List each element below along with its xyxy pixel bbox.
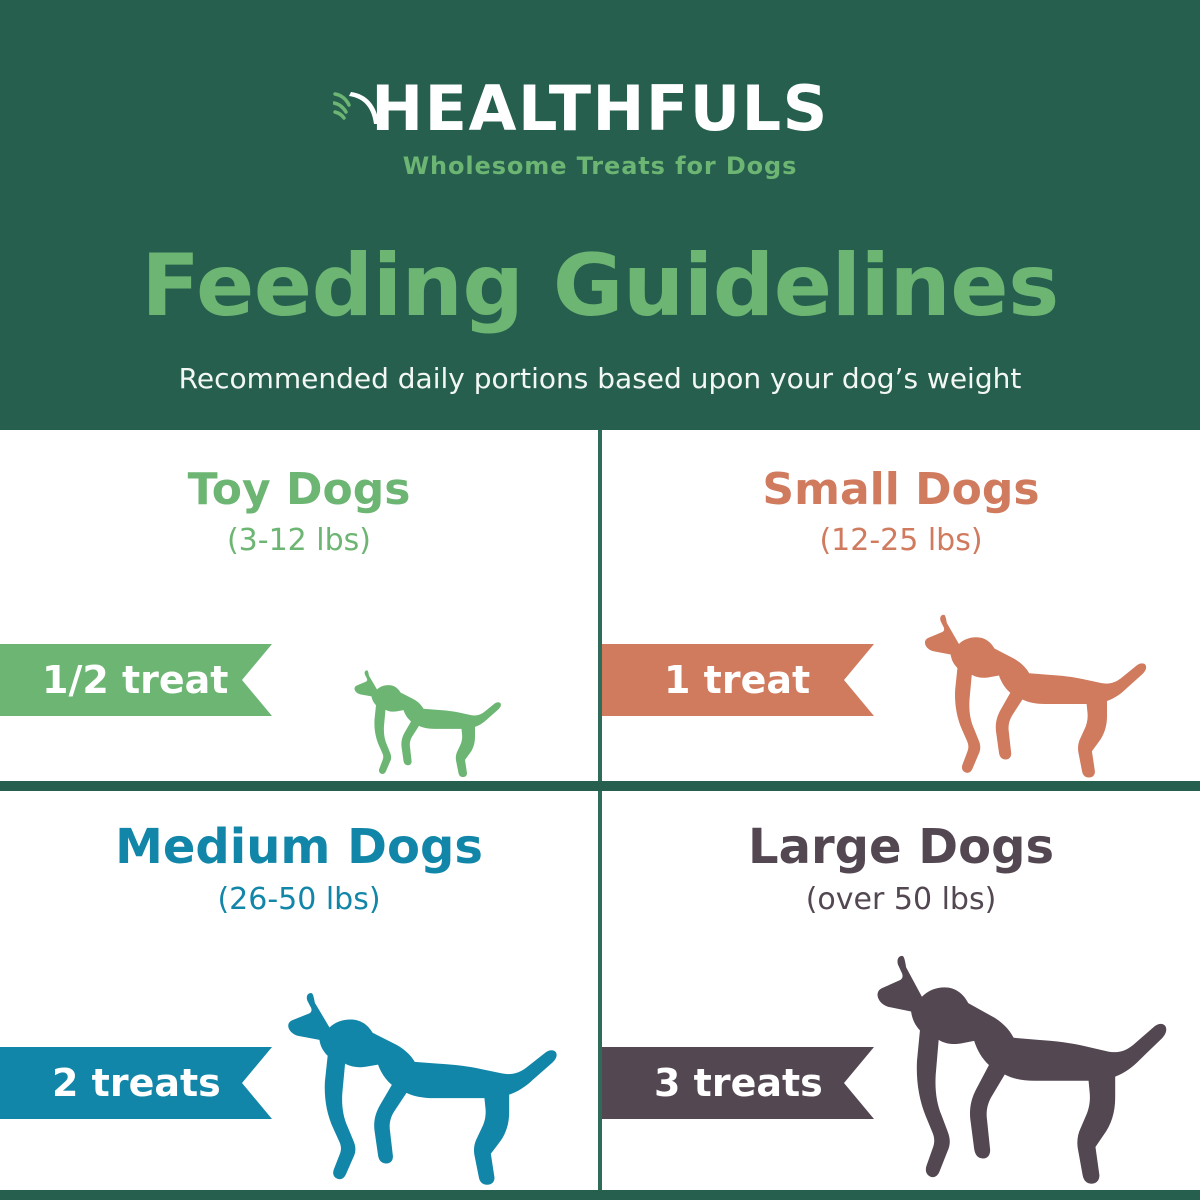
footer-bar [0,1190,1200,1200]
header-banner: HEALTHFULS Wholesome Treats for Dogs Fee… [0,0,1200,430]
logo-row: HEALTHFULS [332,72,829,145]
portion-ribbon-small: 1 treat [602,644,874,716]
divider-horizontal [0,781,1200,791]
category-title-medium: Medium Dogs [115,819,483,875]
category-weight-range-medium: (26-50 lbs) [217,882,381,917]
portion-ribbon-medium: 2 treats [0,1047,272,1119]
page-subtitle: Recommended daily portions based upon yo… [178,362,1022,395]
portion-label-small: 1 treat [664,658,811,702]
category-title-large: Large Dogs [747,819,1055,875]
category-title-small: Small Dogs [762,464,1040,515]
portion-ribbon-large: 3 treats [602,1047,874,1119]
category-card-large: Large Dogs (over 50 lbs) [602,791,1200,1190]
page-title: Feeding Guidelines [141,236,1059,336]
category-card-small: Small Dogs (12-25 lbs) [602,430,1200,781]
category-card-toy: Toy Dogs (3-12 lbs) [0,430,598,781]
logo-tagline: Wholesome Treats for Dogs [402,152,798,180]
portion-label-large: 3 treats [654,1061,823,1105]
brand-logo: HEALTHFULS Wholesome Treats for Dogs [0,78,1200,178]
category-weight-range-toy: (3-12 lbs) [226,523,372,558]
divider-vertical-top [598,430,602,781]
portion-label-toy: 1/2 treat [42,658,229,702]
divider-vertical-bottom [598,791,602,1190]
portion-label-medium: 2 treats [52,1061,221,1105]
category-weight-range-small: (12-25 lbs) [819,523,983,558]
portion-ribbon-toy: 1/2 treat [0,644,272,716]
category-title-toy: Toy Dogs [187,464,411,515]
category-card-medium: Medium Dogs (26-50 lbs) [0,791,598,1190]
category-weight-range-large: (over 50 lbs) [805,882,997,917]
logo-wordmark: HEALTHFULS [371,72,829,145]
